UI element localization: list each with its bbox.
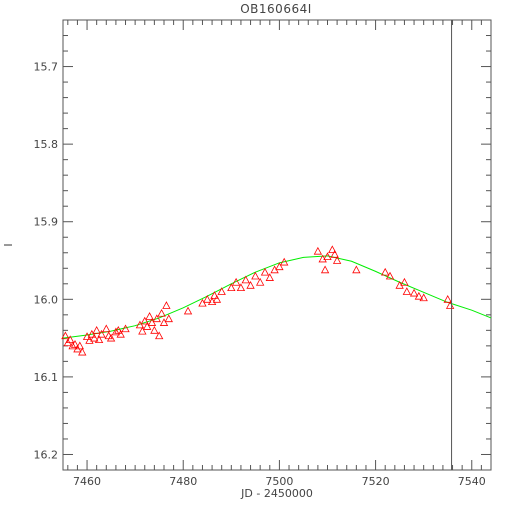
data-point xyxy=(106,333,116,342)
data-point xyxy=(236,283,246,292)
data-point xyxy=(212,294,222,303)
data-point xyxy=(97,329,106,338)
data-point xyxy=(207,297,217,306)
data-point xyxy=(164,314,173,323)
plot-frame xyxy=(62,19,492,471)
x-tick-label: 7540 xyxy=(458,475,486,488)
data-point xyxy=(241,275,250,284)
data-points-group xyxy=(61,245,455,356)
data-point xyxy=(90,333,99,342)
data-point xyxy=(162,301,171,309)
data-point xyxy=(381,267,390,276)
data-point xyxy=(260,267,270,276)
data-point xyxy=(320,265,330,274)
x-tick-label: 7500 xyxy=(265,475,293,488)
data-point xyxy=(330,249,339,258)
data-point xyxy=(155,331,164,340)
chart-title: OB160664I xyxy=(240,2,312,16)
y-tick-label: 15.8 xyxy=(34,138,59,151)
data-point xyxy=(313,246,323,255)
data-point xyxy=(159,318,169,326)
data-point xyxy=(275,262,284,271)
data-point xyxy=(111,327,121,336)
tick-label-group: 7460 7480 7500 7520 7540 15.7 15.8 15.9 16.0 16.1… xyxy=(34,61,486,488)
data-point xyxy=(210,291,219,299)
data-point xyxy=(138,326,147,335)
major-tick-group xyxy=(63,20,491,470)
data-point xyxy=(280,257,289,266)
data-point xyxy=(203,294,212,303)
data-point xyxy=(114,325,123,334)
y-tick-label: 16.2 xyxy=(34,448,59,461)
minor-tick-group xyxy=(63,19,492,471)
x-tick-label: 7460 xyxy=(73,475,101,488)
data-point xyxy=(145,312,154,320)
data-point xyxy=(94,335,104,344)
data-point xyxy=(157,308,166,317)
data-point xyxy=(121,324,130,333)
data-point xyxy=(102,324,111,333)
y-tick-label: 15.7 xyxy=(34,61,59,74)
data-point xyxy=(246,280,255,289)
data-point xyxy=(92,325,101,334)
data-point xyxy=(385,271,395,280)
data-point xyxy=(150,325,159,334)
data-point xyxy=(78,347,87,356)
data-point xyxy=(419,293,428,302)
data-point xyxy=(328,245,337,254)
data-point xyxy=(400,277,409,286)
data-point xyxy=(227,283,236,292)
data-point xyxy=(140,316,149,325)
data-point xyxy=(402,287,412,295)
data-point xyxy=(87,329,97,338)
data-point xyxy=(68,341,77,350)
data-point xyxy=(217,287,226,295)
data-point xyxy=(323,252,332,261)
data-point xyxy=(70,339,80,348)
y-tick-label: 16.1 xyxy=(34,371,59,384)
data-point xyxy=(332,256,342,264)
data-point xyxy=(352,265,361,274)
data-point xyxy=(116,329,125,338)
x-tick-label: 7520 xyxy=(362,475,390,488)
data-point xyxy=(414,291,424,300)
x-tick-label: 7480 xyxy=(169,475,197,488)
y-tick-label: 15.9 xyxy=(34,216,59,229)
data-point xyxy=(75,341,85,350)
data-point xyxy=(147,318,157,326)
data-point xyxy=(142,322,152,330)
data-point xyxy=(255,277,265,286)
data-point xyxy=(265,273,274,281)
data-point xyxy=(66,335,75,344)
data-point xyxy=(152,314,161,323)
data-point xyxy=(198,298,207,307)
data-point xyxy=(251,271,260,280)
y-axis-label: I xyxy=(2,243,15,246)
data-point xyxy=(183,306,193,315)
data-point xyxy=(135,320,145,329)
x-axis-label: JD - 2450000 xyxy=(240,487,313,500)
data-point xyxy=(443,294,452,303)
data-point xyxy=(231,277,241,286)
y-tick-label: 16.0 xyxy=(34,293,59,306)
data-point xyxy=(409,288,419,297)
data-point xyxy=(61,331,70,340)
